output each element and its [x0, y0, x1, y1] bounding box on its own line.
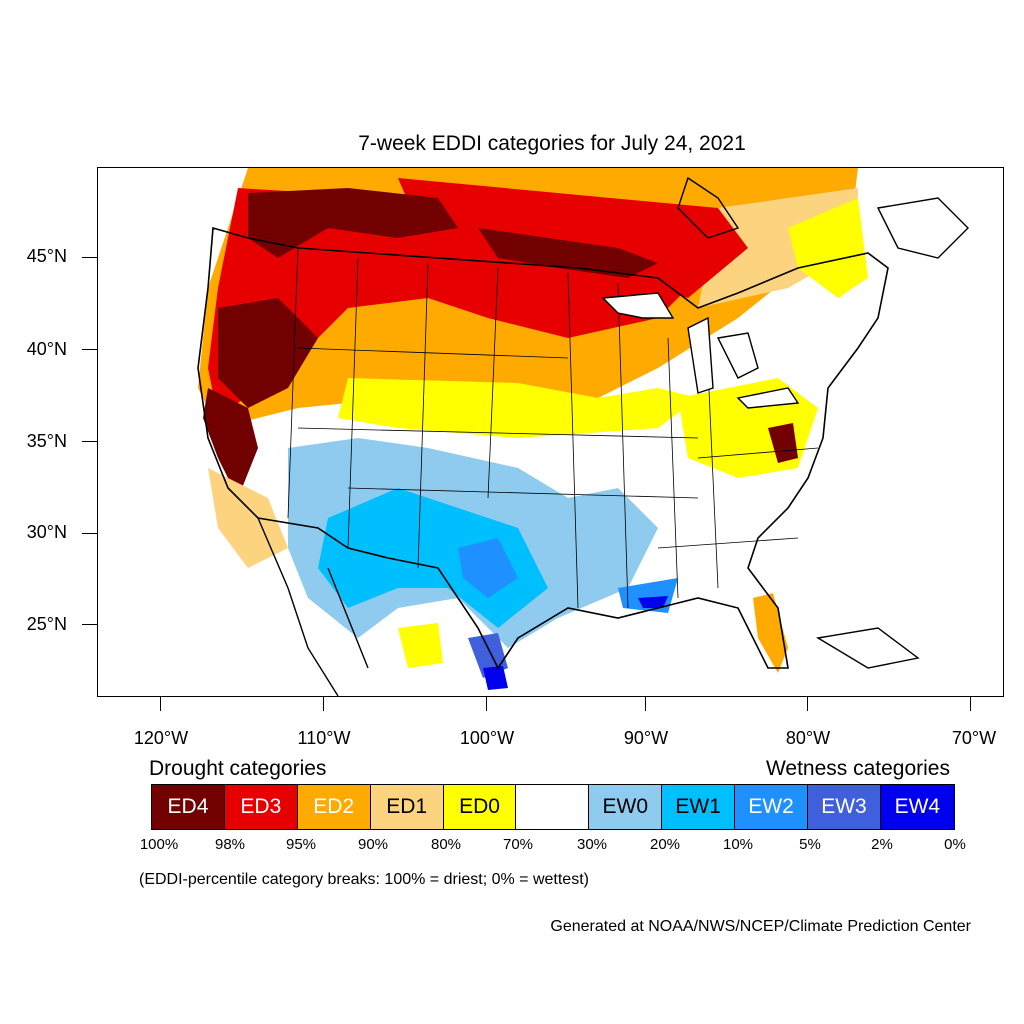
percentile-label: 10%: [722, 836, 754, 853]
percentile-label: 100%: [139, 836, 179, 853]
percentile-label: 95%: [285, 836, 317, 853]
lon-label-90: 90°W: [623, 728, 669, 748]
legend-box-ed3: ED3: [224, 785, 298, 829]
lat-tick: [82, 441, 97, 442]
percentile-label: 2%: [871, 836, 893, 853]
lat-tick: [82, 349, 97, 350]
lon-label-110: 110°W: [297, 728, 351, 748]
legend-box-ed4: ED4: [152, 785, 225, 829]
legend-box-ed1: ED1: [370, 785, 444, 829]
lat-label-35: 35°N: [26, 431, 67, 451]
montana-ed3: [398, 178, 748, 298]
lon-label-70: 70°W: [951, 728, 997, 748]
legend-box-ew0: EW0: [589, 785, 663, 829]
ed4-virginia: [768, 423, 798, 463]
wetness-categories-label: Wetness categories: [765, 757, 950, 780]
legend-box-neutral: [516, 785, 590, 829]
ew4-gulf-coast: [638, 596, 668, 608]
legend-box-ew4: EW4: [880, 785, 954, 829]
lat-tick: [82, 257, 97, 258]
category-legend: ED4 ED3 ED2 ED1 ED0 EW0 EW1 EW2 EW3 EW4: [151, 784, 955, 830]
map-title: 7-week EDDI categories for July 24, 2021: [358, 132, 746, 155]
credit-line: Generated at NOAA/NWS/NCEP/Climate Predi…: [550, 918, 971, 935]
state-lines: [287, 247, 819, 609]
lon-tick: [323, 697, 324, 711]
cuba-coast: [816, 627, 920, 669]
ed4-montana: [478, 228, 658, 278]
legend-box-ew2: EW2: [735, 785, 809, 829]
lon-label-100: 100°W: [459, 728, 515, 748]
ed0-band: [338, 378, 698, 438]
percentile-label: 70%: [502, 836, 534, 853]
ed0-northeast: [788, 198, 868, 298]
ew4-south-texas: [483, 666, 508, 690]
lon-tick: [807, 697, 808, 711]
lat-label-25: 25°N: [26, 614, 67, 634]
mexico-coast: [257, 517, 369, 696]
legend-box-ew3: EW3: [808, 785, 881, 829]
lat-tick: [82, 533, 97, 534]
lon-tick: [160, 697, 161, 711]
percentile-label: 5%: [799, 836, 821, 853]
percentile-label: 30%: [576, 836, 608, 853]
lon-tick: [645, 697, 646, 711]
lat-tick: [82, 624, 97, 625]
lat-label-45: 45°N: [26, 246, 67, 266]
legend-box-ed0: ED0: [443, 785, 517, 829]
great-lakes: [601, 292, 800, 409]
us-outline: [197, 226, 889, 670]
percentile-label: 90%: [357, 836, 389, 853]
ed4-northwest: [248, 188, 458, 258]
lon-tick: [970, 697, 971, 711]
percentile-label: 0%: [944, 836, 966, 853]
legend-box-ew1: EW1: [662, 785, 736, 829]
lon-tick: [486, 697, 487, 711]
ew2-texas: [458, 538, 518, 598]
drought-categories-label: Drought categories: [149, 757, 327, 780]
eddi-map: [97, 167, 1004, 697]
percentile-label: 98%: [214, 836, 246, 853]
lat-label-40: 40°N: [26, 339, 67, 359]
percentile-label: 80%: [430, 836, 462, 853]
ed2-southwest: [208, 468, 288, 568]
map-canvas: [197, 168, 969, 696]
percentile-label: 20%: [649, 836, 681, 853]
legend-box-ed2: ED2: [297, 785, 371, 829]
florida-ed2: [753, 593, 788, 673]
breaks-note: (EDDI-percentile category breaks: 100% =…: [139, 871, 589, 888]
ed4-california: [203, 388, 258, 498]
ed0-mexico: [398, 623, 443, 668]
ed4-oregon: [218, 298, 318, 408]
lat-label-30: 30°N: [26, 522, 67, 542]
lon-label-120: 120°W: [133, 728, 189, 748]
canada-coast: [677, 176, 969, 259]
lon-label-80: 80°W: [785, 728, 831, 748]
